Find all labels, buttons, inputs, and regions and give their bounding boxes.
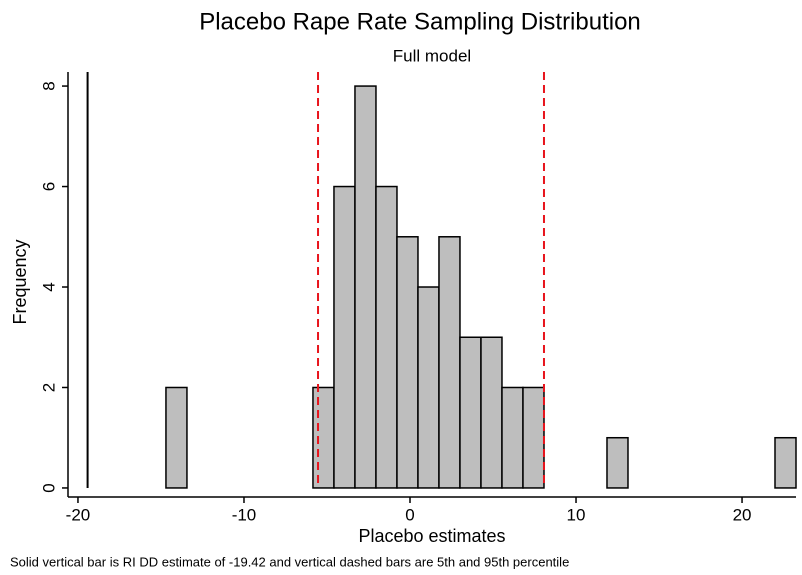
bar bbox=[375, 185, 398, 489]
bar bbox=[774, 436, 797, 489]
bar bbox=[312, 386, 335, 489]
y-tick-label: 8 bbox=[39, 81, 58, 90]
bar bbox=[438, 236, 461, 489]
bar bbox=[417, 286, 440, 489]
bar bbox=[354, 85, 377, 489]
bar bbox=[333, 185, 356, 489]
x-tick-label: 20 bbox=[733, 505, 752, 524]
bar bbox=[606, 436, 629, 489]
x-axis-label: Placebo estimates bbox=[358, 526, 505, 546]
chart-title: Placebo Rape Rate Sampling Distribution bbox=[199, 8, 641, 35]
bar bbox=[480, 336, 503, 489]
x-tick-label: -20 bbox=[66, 505, 91, 524]
bar bbox=[165, 386, 188, 489]
y-tick-label: 6 bbox=[39, 182, 58, 191]
y-axis-label: Frequency bbox=[10, 239, 30, 324]
y-tick-label: 2 bbox=[39, 383, 58, 392]
bar bbox=[396, 236, 419, 489]
x-tick-label: -10 bbox=[232, 505, 257, 524]
x-tick-label: 10 bbox=[567, 505, 586, 524]
bar bbox=[522, 386, 545, 489]
y-tick-label: 4 bbox=[39, 282, 58, 291]
note: Solid vertical bar is RI DD estimate of … bbox=[10, 554, 569, 569]
x-tick-label: 0 bbox=[405, 505, 414, 524]
bar bbox=[459, 336, 482, 489]
y-tick-label: 0 bbox=[39, 483, 58, 492]
bar bbox=[501, 386, 524, 489]
chart-subtitle: Full model bbox=[393, 46, 471, 65]
